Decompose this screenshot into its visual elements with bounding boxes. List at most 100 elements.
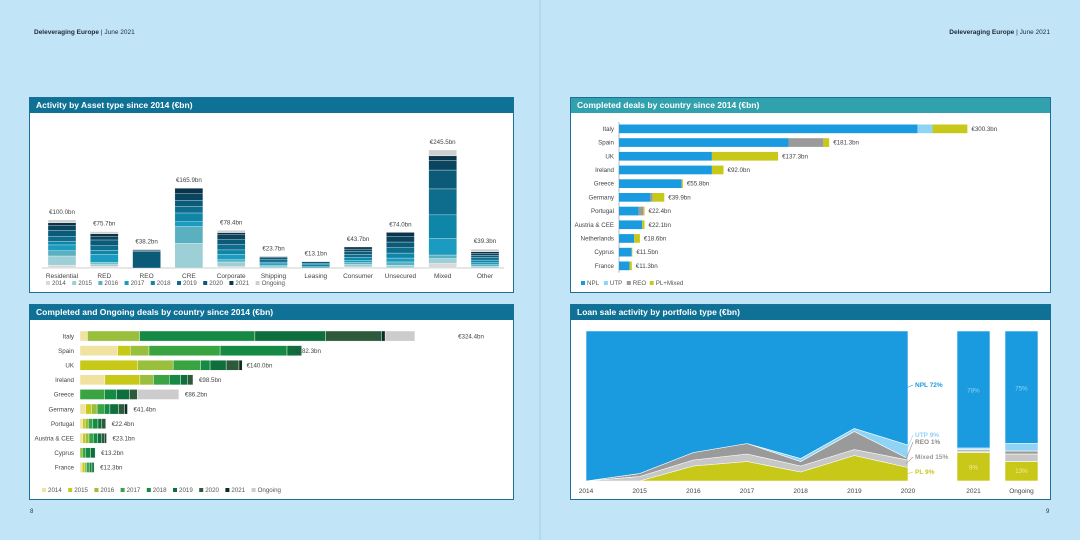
completed-bar-cyprus-pl-mixed xyxy=(631,247,633,257)
asset-total-unsecured: €74.0bn xyxy=(389,221,412,228)
ongoing-bar-uk-seg-2 xyxy=(137,360,174,371)
completed-bar-netherlands-npl xyxy=(619,234,635,243)
asset-tick-unsecured: Unsecured xyxy=(385,273,417,280)
completed-total-cyprus: €11.5bn xyxy=(636,249,658,256)
completed-total-spain: €181.3bn xyxy=(833,140,859,147)
asset-bar-mixed-seg-0 xyxy=(428,263,457,269)
completed-bar-germany-reo xyxy=(650,193,653,202)
asset-bar-mixed-seg-8 xyxy=(428,155,457,161)
asset-bar-mixed-seg-7 xyxy=(428,160,457,171)
completed-legend-label-utp: UTP xyxy=(610,280,622,287)
asset-bar-unsecured-seg-5 xyxy=(386,247,415,254)
asset-bar-residential-seg-3 xyxy=(47,244,77,251)
ongoing-tick-germany: Germany xyxy=(49,406,75,413)
asset-legend-swatch-2016 xyxy=(98,281,103,285)
asset-legend-swatch-2021 xyxy=(229,281,234,285)
completed-bar-italy-utp xyxy=(917,124,933,134)
ongoing-bar-germany-seg-2 xyxy=(91,403,98,415)
asset-tick-leasing: Leasing xyxy=(304,273,327,280)
ongoing-bar-spain-seg-4 xyxy=(219,345,288,356)
completed-tick-germany: Germany xyxy=(589,194,615,201)
asset-bar-leasing-seg-5 xyxy=(301,263,330,266)
asset-bar-shipping-seg-1 xyxy=(259,266,288,269)
asset-total-other: €39.3bn xyxy=(474,238,497,245)
portfolio-bar-npl-pct-2021: 78% xyxy=(967,388,980,395)
asset-bar-other-seg-4 xyxy=(470,259,500,263)
ongoing-bar-ireland-seg-5 xyxy=(180,374,188,386)
portfolio-tick-2015: 2015 xyxy=(632,488,647,495)
asset-total-mixed: €245.5bn xyxy=(430,139,456,146)
portfolio-bar-ongoing-reo xyxy=(1004,450,1039,455)
ongoing-bar-ireland-seg-3 xyxy=(153,374,170,386)
portfolio-leader-pl xyxy=(905,471,914,475)
ongoing-bar-spain-seg-2 xyxy=(129,345,150,356)
asset-bar-red-seg-2 xyxy=(90,262,119,265)
ongoing-legend-swatch-2021 xyxy=(225,488,230,492)
ongoing-legend-label-2015: 2015 xyxy=(74,487,88,494)
asset-bar-other-seg-7 xyxy=(470,253,500,256)
completed-legend-swatch-npl xyxy=(581,281,585,285)
portfolio-chart-panel: Loan sale activity by portfolio type (€b… xyxy=(570,304,1051,500)
completed-legend-label-npl: NPL xyxy=(587,280,600,287)
asset-bar-corporate-seg-8 xyxy=(217,232,246,235)
completed-bar-uk-pl-mixed xyxy=(711,151,779,161)
asset-legend-swatch-2017 xyxy=(124,281,129,285)
asset-tick-shipping: Shipping xyxy=(261,273,287,280)
asset-tick-reo: REO xyxy=(140,273,154,280)
ongoing-bar-italy-seg-8 xyxy=(384,330,416,342)
asset-tick-consumer: Consumer xyxy=(343,273,374,280)
ongoing-bar-greece-seg-6 xyxy=(129,389,138,400)
asset-total-shipping: €23.7bn xyxy=(262,246,285,253)
ongoing-bar-portugal-seg-3 xyxy=(88,418,94,429)
completed-total-germany: €39.9bn xyxy=(668,194,691,201)
completed-total-netherlands: €18.6bn xyxy=(644,235,667,242)
ongoing-chart: Italy €324.4bn Spain €182.3bn UK €140.0bn Irel… xyxy=(34,330,484,494)
ongoing-legend-swatch-2018 xyxy=(146,488,151,492)
portfolio-leader-npl xyxy=(905,384,914,389)
asset-bar-residential-seg-1 xyxy=(47,255,77,266)
asset-bar-residential-seg-2 xyxy=(47,250,77,257)
ongoing-tick-italy: Italy xyxy=(63,333,75,340)
ongoing-bar-greece-seg-4 xyxy=(104,389,117,400)
asset-total-corporate: €78.4bn xyxy=(220,219,243,226)
ongoing-bar-france-seg-4 xyxy=(88,462,93,473)
ongoing-bar-austria-cee-seg-7 xyxy=(104,432,107,444)
asset-bar-consumer-seg-5 xyxy=(343,254,373,258)
asset-legend-swatch-2014 xyxy=(46,281,50,285)
ongoing-legend-swatch-2015 xyxy=(68,488,73,492)
asset-bar-unsecured-seg-6 xyxy=(386,241,415,248)
ongoing-tick-spain: Spain xyxy=(58,348,74,355)
completed-tick-france: France xyxy=(595,263,615,270)
asset-bar-mixed-seg-3 xyxy=(428,238,457,256)
asset-bar-other-seg-6 xyxy=(470,255,500,258)
ongoing-bar-germany-seg-0 xyxy=(79,403,86,415)
ongoing-bar-portugal-seg-4 xyxy=(92,418,99,429)
asset-bar-consumer-seg-3 xyxy=(343,260,373,263)
asset-bar-cre-seg-1 xyxy=(174,243,204,269)
ongoing-bar-germany-seg-6 xyxy=(118,403,125,415)
asset-bar-consumer-seg-1 xyxy=(343,264,373,268)
portfolio-leader-utp xyxy=(905,434,914,452)
ongoing-bar-cyprus-seg-4 xyxy=(85,447,91,459)
ongoing-total-ireland: €98.5bn xyxy=(199,377,222,384)
asset-bar-cre-seg-2 xyxy=(174,226,204,244)
portfolio-leader-mixed xyxy=(905,456,914,464)
completed-bar-netherlands-pl-mixed xyxy=(634,234,640,243)
ongoing-bar-ireland-seg-0 xyxy=(79,374,106,386)
ongoing-legend-label-2019: 2019 xyxy=(179,487,193,494)
completed-legend-swatch-reo xyxy=(626,281,631,285)
completed-chart-panel: Completed deals by country since 2014 (€… xyxy=(570,97,1051,293)
ongoing-tick-greece: Greece xyxy=(54,392,75,399)
ongoing-bar-germany-seg-1 xyxy=(85,403,92,415)
ongoing-bar-ireland-seg-6 xyxy=(187,374,194,386)
completed-bar-greece-npl xyxy=(619,179,682,188)
ongoing-bar-france-seg-0 xyxy=(79,462,83,473)
asset-tick-cre: CRE xyxy=(182,273,196,280)
ongoing-bar-austria-cee-seg-3 xyxy=(88,432,94,444)
completed-tick-netherlands: Netherlands xyxy=(581,235,614,242)
asset-legend-label-2017: 2017 xyxy=(131,280,145,287)
asset-bar-cre-seg-4 xyxy=(174,212,204,222)
ongoing-tick-uk: UK xyxy=(65,363,74,370)
asset-bar-unsecured-seg-4 xyxy=(386,252,415,259)
asset-bar-unsecured-seg-8 xyxy=(386,232,415,237)
